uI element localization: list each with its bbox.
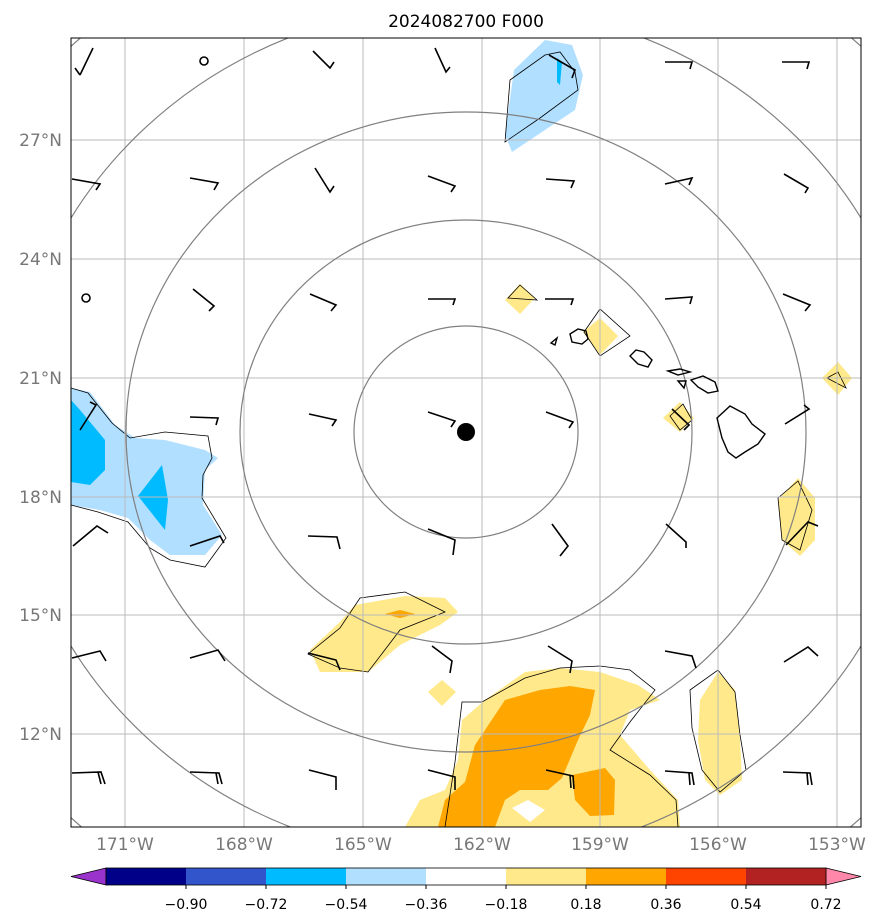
colorbar-cell xyxy=(666,868,747,885)
colorbar-extend-high xyxy=(825,867,862,886)
colorbar-tick-label: −0.54 xyxy=(325,897,368,913)
colorbar-tick-label: 0.18 xyxy=(570,897,601,913)
colorbar-tick-label: 0.72 xyxy=(810,897,841,913)
lat-label: 18°N xyxy=(19,488,62,508)
colorbar-tick-label: 0.36 xyxy=(650,897,681,913)
lat-label: 15°N xyxy=(19,606,62,626)
lon-label: 159°W xyxy=(571,835,629,855)
colorbar-cell xyxy=(506,868,587,885)
colorbar: −0.90 −0.72 −0.54 −0.36 −0.18 0.18 0.36 0.54 0.7… xyxy=(70,867,862,913)
colorbar-tick-label: 0.54 xyxy=(730,897,761,913)
grid-lines xyxy=(71,38,861,827)
colorbar-tick-label: −0.90 xyxy=(165,897,208,913)
colorbar-extend-low xyxy=(70,867,107,886)
lon-label: 162°W xyxy=(453,835,511,855)
colorbar-cell xyxy=(106,868,187,885)
lon-label: 156°W xyxy=(689,835,747,855)
lat-label: 12°N xyxy=(19,725,62,745)
colorbar-cell xyxy=(586,868,667,885)
colorbar-cell xyxy=(186,868,267,885)
colorbar-tick-label: −0.36 xyxy=(405,897,448,913)
contour-lines xyxy=(71,51,847,827)
lat-label: 21°N xyxy=(19,369,62,389)
hawaii-coastline xyxy=(549,328,766,459)
map-frame xyxy=(70,37,862,828)
lon-label: 168°W xyxy=(215,835,273,855)
longitude-labels: 171°W 168°W 165°W 162°W 159°W 156°W 153°… xyxy=(96,835,866,855)
colorbar-cell xyxy=(266,868,347,885)
lat-label: 27°N xyxy=(19,131,62,151)
colorbar-cell xyxy=(346,868,427,885)
colorbar-cell xyxy=(746,868,827,885)
lon-label: 171°W xyxy=(96,835,154,855)
colorbar-tick-label: −0.18 xyxy=(485,897,528,913)
colorbar-frame xyxy=(105,867,827,886)
lon-label: 153°W xyxy=(808,835,866,855)
wind-barbs xyxy=(71,47,819,790)
latitude-labels: 27°N 24°N 21°N 18°N 15°N 12°N xyxy=(19,131,62,745)
lon-label: 165°W xyxy=(334,835,392,855)
storm-center-marker xyxy=(457,423,475,441)
colorbar-tick-label: −0.72 xyxy=(245,897,288,913)
map-title: 2024082700 F000 xyxy=(388,12,544,32)
colorbar-cell xyxy=(426,868,507,885)
lat-label: 24°N xyxy=(19,250,62,270)
